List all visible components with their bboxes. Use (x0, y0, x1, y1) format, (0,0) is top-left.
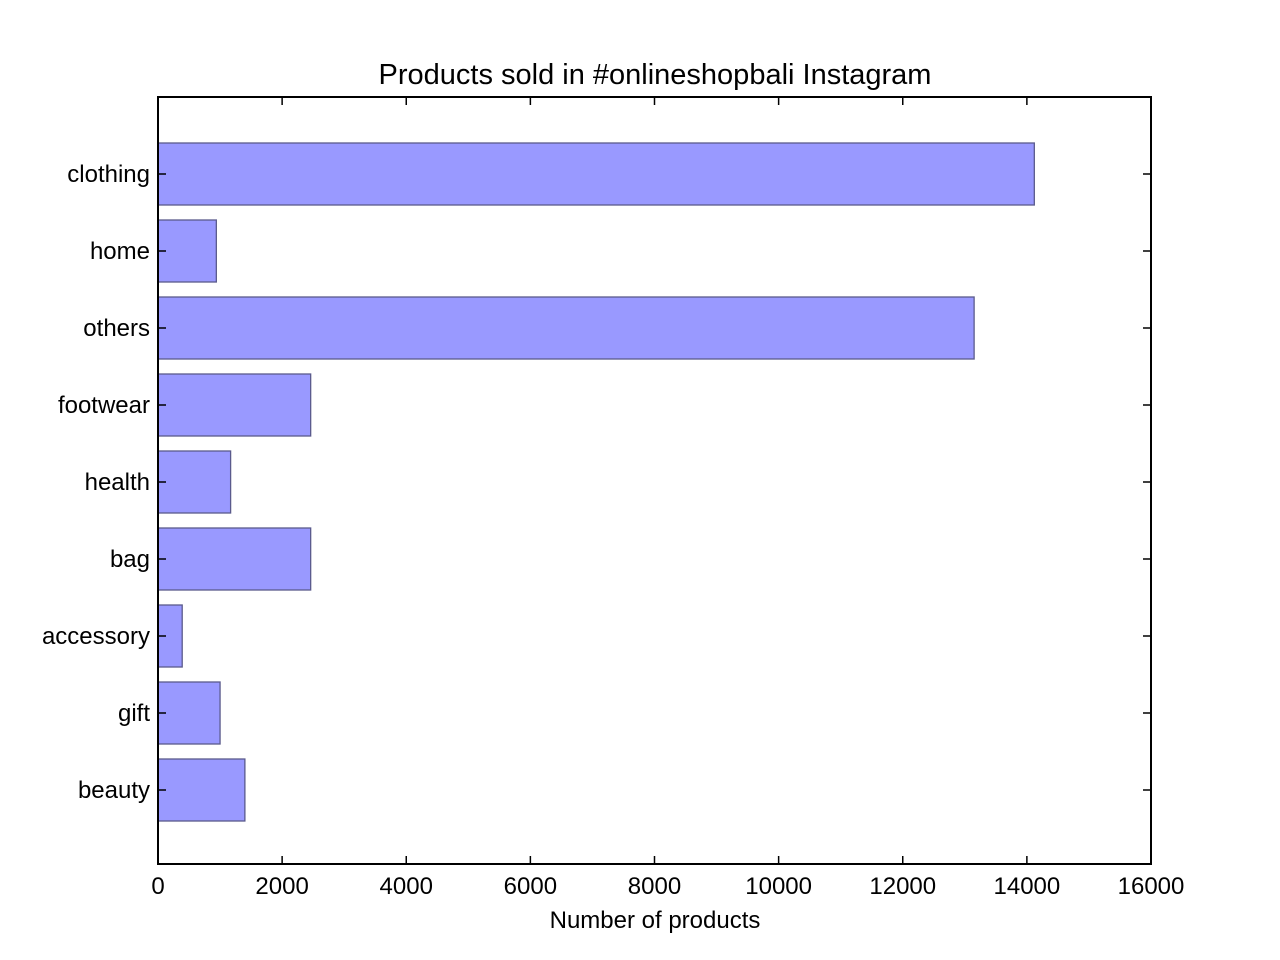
y-tick-label-footwear: footwear (58, 392, 150, 419)
y-tick-label-bag: bag (110, 546, 150, 573)
y-tick-label-health: health (85, 469, 150, 496)
bar-clothing (157, 142, 1035, 206)
x-tick-label-12000: 12000 (869, 873, 936, 900)
x-axis-label: Number of products (550, 907, 761, 934)
y-tick-label-accessory: accessory (42, 623, 150, 650)
bar-footwear (157, 373, 312, 437)
ticks-group (157, 97, 1152, 864)
y-tick-label-gift: gift (118, 700, 150, 727)
bar-health (157, 450, 232, 514)
y-tick-label-home: home (90, 238, 150, 265)
x-tick-labels: 0 2000 4000 6000 8000 10000 12000 14000 16000 (151, 873, 1184, 900)
x-tick-label-10000: 10000 (745, 873, 812, 900)
y-tick-labels: clothing home others footwear health bag acces… (42, 161, 150, 804)
bars-group (157, 142, 1035, 822)
x-tick-label-0: 0 (151, 873, 164, 900)
bar-gift (157, 681, 221, 745)
y-tick-label-clothing: clothing (67, 161, 150, 188)
plot-area-frame (157, 96, 1152, 865)
x-tick-label-2000: 2000 (255, 873, 308, 900)
y-tick-label-beauty: beauty (78, 777, 150, 804)
x-tick-label-8000: 8000 (628, 873, 681, 900)
x-tick-label-4000: 4000 (380, 873, 433, 900)
bar-beauty (157, 758, 246, 822)
x-tick-label-6000: 6000 (504, 873, 557, 900)
bar-home (157, 219, 217, 283)
bar-bag (157, 527, 312, 591)
x-tick-label-14000: 14000 (994, 873, 1061, 900)
x-tick-label-16000: 16000 (1118, 873, 1185, 900)
y-tick-label-others: others (83, 315, 150, 342)
bar-others (157, 296, 975, 360)
chart-title: Products sold in #onlineshopbali Instagr… (379, 59, 932, 91)
